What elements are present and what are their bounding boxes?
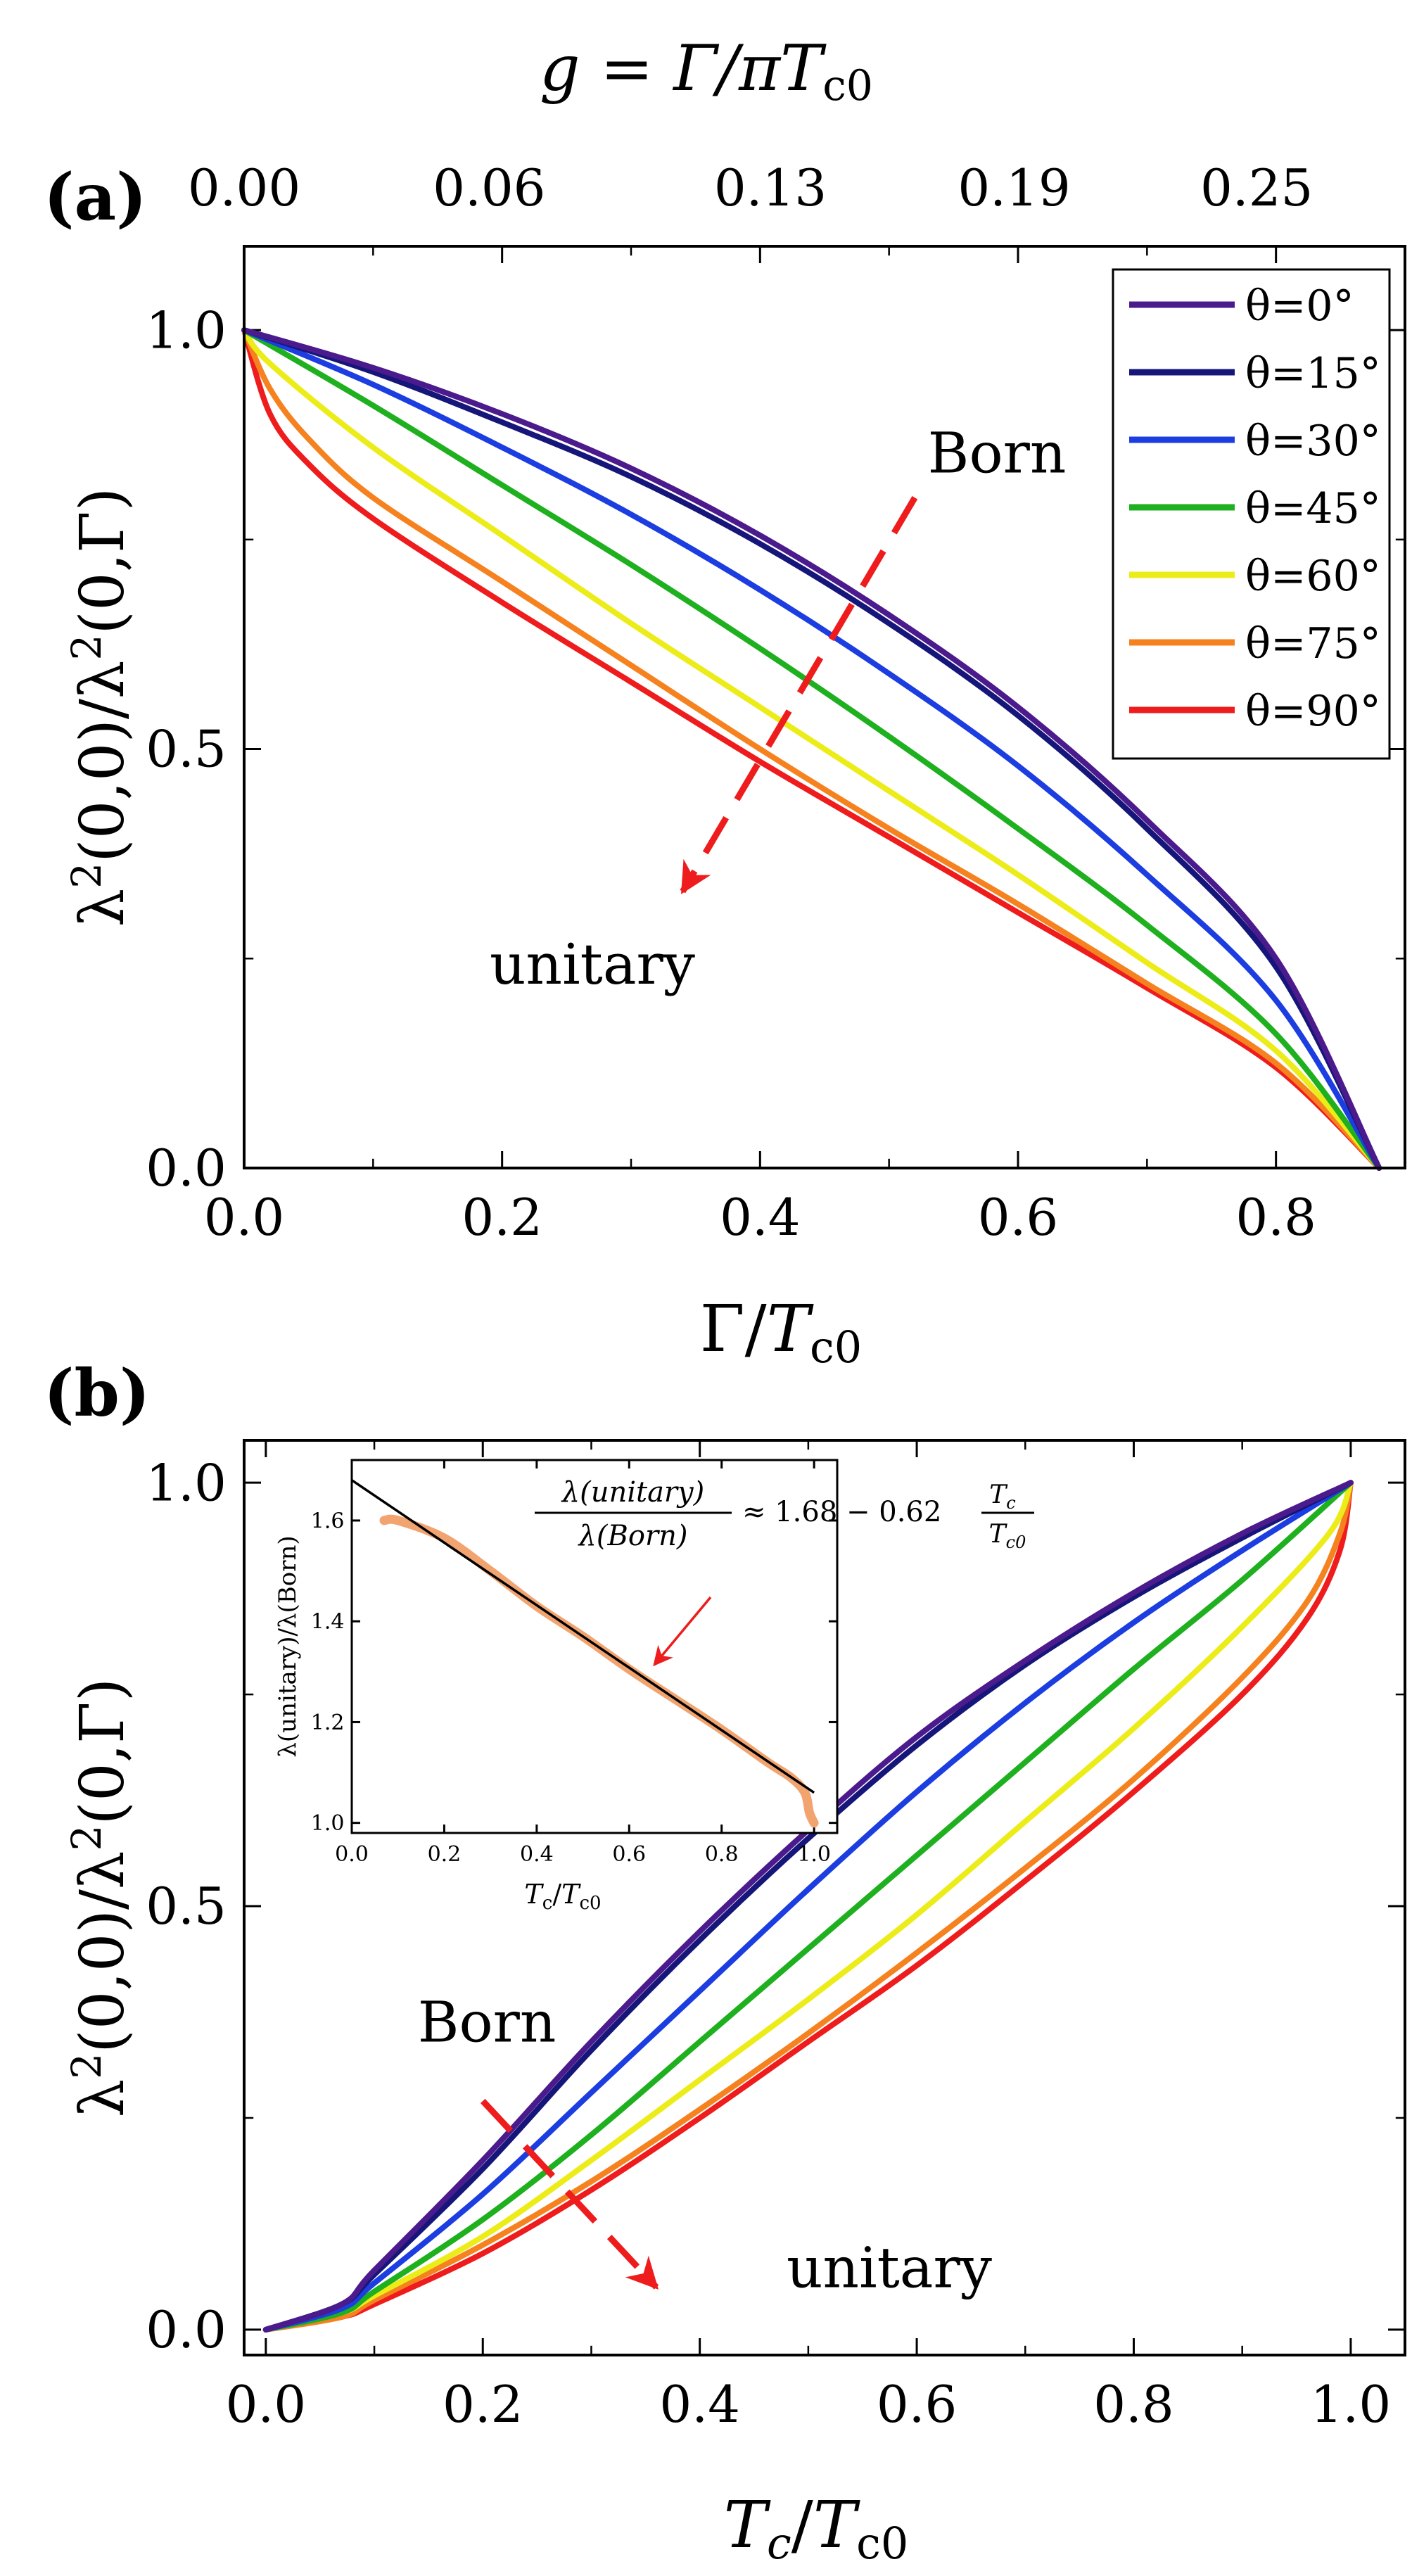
legend-label: θ=75°	[1245, 619, 1381, 668]
panel-b-series-line	[262, 1480, 1354, 2333]
panel-a-top-tick-label: 0.00	[188, 158, 300, 217]
panel-a-xtick-label: 0.6	[978, 1188, 1059, 1247]
legend-label: θ=60°	[1245, 552, 1381, 601]
inset-ytick-label: 1.2	[311, 1711, 345, 1735]
inset-xtick-label: 1.0	[797, 1842, 831, 1867]
panel-b-xtick-label: 0.8	[1093, 2375, 1174, 2434]
formula-denominator: λ(Born)	[578, 1520, 688, 1552]
panel-b-series-line	[262, 1480, 1354, 2333]
panel-b-xtick-label: 0.2	[443, 2375, 523, 2434]
panel-a-ticks: 0.0 0.2 0.4 0.6 0.8 0.0 0.5 1.0	[146, 246, 1406, 1247]
panel-b-plot-frame	[243, 1439, 1406, 2356]
panel-a-xtick-label: 0.4	[720, 1188, 801, 1247]
panel-a-xlabel: Γ/Tc0	[700, 1291, 862, 1373]
panel-b-xtick-label: 0.0	[226, 2375, 307, 2434]
inset-plot-frame	[350, 1459, 839, 1834]
panel-a-xtick-label: 0.0	[204, 1188, 285, 1247]
panel-b-chart: (b) 0.0 0.2 0.4 0.6 0.8 1.0 0.0 0.5 1.0 Born uni…	[44, 1355, 1406, 2569]
legend-frame	[1112, 268, 1391, 760]
panel-b-ytick-label: 0.5	[146, 1877, 227, 1936]
panel-a-series-line	[241, 327, 1382, 1171]
panel-a-series	[241, 327, 1382, 1171]
panel-a-ylabel: λ2(0,0)/λ2(0,Γ)	[63, 488, 138, 927]
formula-tc: Tc	[989, 1480, 1015, 1513]
panel-b-inset: 0.0 0.2 0.4 0.6 0.8 1.0 1.0 1.2 1.4 1.6 λ(unitary…	[274, 1459, 1034, 1914]
panel-b-ticks: 0.0 0.2 0.4 0.6 0.8 1.0 0.0 0.5 1.0	[146, 1440, 1405, 2434]
inset-series	[351, 1479, 819, 1828]
inset-xtick-label: 0.2	[428, 1842, 462, 1867]
panel-b-xtick-label: 1.0	[1311, 2375, 1392, 2434]
panel-a-series-line	[241, 327, 1382, 1171]
inset-ytick-label: 1.4	[311, 1610, 345, 1635]
panel-a-top-tick-label: 0.13	[714, 158, 827, 217]
panel-a-series-line	[241, 327, 1382, 1171]
panel-b-series	[262, 1480, 1354, 2333]
inset-xtick-label: 0.8	[705, 1842, 739, 1867]
panel-a-label: (a)	[44, 159, 147, 235]
panel-a-series-line	[241, 327, 1382, 1171]
inset-xtick-label: 0.0	[335, 1842, 369, 1867]
panel-b-xtick-label: 0.4	[659, 2375, 740, 2434]
legend-label: θ=30°	[1245, 417, 1381, 466]
inset-pointer-arrow	[653, 1596, 712, 1667]
panel-a-legend: θ=0° θ=15° θ=30° θ=45° θ=60° θ=75° θ=90°	[1112, 268, 1391, 760]
panel-b-ytick-label: 0.0	[146, 2300, 227, 2359]
panel-b-born-unitary-arrow	[480, 2098, 659, 2290]
panel-a-xtick-label: 0.2	[462, 1188, 542, 1247]
panel-a-top-ticks: 0.00 0.06 0.13 0.19 0.25	[188, 158, 1313, 217]
panel-b-series-line	[262, 1480, 1354, 2333]
panel-a-top-tick-label: 0.19	[958, 158, 1070, 217]
legend-label: θ=45°	[1245, 484, 1381, 533]
inset-fit-line	[351, 1479, 815, 1794]
panel-b-ylabel: λ2(0,0)/λ2(0,Γ)	[63, 1678, 138, 2118]
inset-ylabel: λ(unitary)/λ(Born)	[274, 1535, 302, 1757]
panel-b-label: (b)	[44, 1355, 150, 1431]
legend-label: θ=0°	[1245, 281, 1354, 331]
inset-xtick-label: 0.6	[612, 1842, 646, 1867]
panel-a-ytick-label: 0.0	[146, 1138, 227, 1198]
panel-b-ytick-label: 1.0	[146, 1453, 227, 1512]
panel-a-series-line	[241, 327, 1382, 1171]
panel-b-xtick-label: 0.6	[877, 2375, 958, 2434]
panel-a-top-tick-label: 0.06	[433, 158, 545, 217]
panel-b-series-line	[262, 1480, 1354, 2333]
panel-a-chart: (a) g = Γ/πTc0 0.00 0.06 0.13 0.19 0.25 0.0 0…	[44, 32, 1406, 1373]
formula-numerator: λ(unitary)	[561, 1476, 705, 1509]
inset-ticks: 0.0 0.2 0.4 0.6 0.8 1.0 1.0 1.2 1.4 1.6	[311, 1460, 837, 1867]
legend-label: θ=90°	[1245, 687, 1381, 736]
panel-b-born-annotation: Born	[418, 1990, 556, 2055]
panel-b-xlabel: Tc/Tc0	[724, 2487, 909, 2569]
panel-a-ytick-label: 1.0	[146, 300, 227, 360]
panel-a-plot-frame	[243, 245, 1406, 1169]
formula-approx: ≈ 1.68 − 0.62	[742, 1496, 941, 1528]
inset-ytick-label: 1.6	[311, 1509, 345, 1533]
panel-a-unitary-annotation: unitary	[490, 932, 695, 997]
inset-xtick-label: 0.4	[520, 1842, 554, 1867]
panel-a-top-tick-label: 0.25	[1200, 158, 1313, 217]
panel-b-series-line	[262, 1480, 1354, 2333]
panel-a-series-line	[241, 327, 1382, 1171]
panel-a-xtick-label: 0.8	[1235, 1188, 1316, 1247]
inset-ytick-label: 1.0	[311, 1811, 345, 1836]
panel-b-series-line	[262, 1480, 1354, 2333]
panel-a-top-axis-label: g = Γ/πTc0	[540, 32, 873, 110]
inset-formula: λ(unitary) λ(Born) ≈ 1.68 − 0.62 Tc Tc0	[535, 1476, 1034, 1552]
panel-b-series-line	[262, 1480, 1354, 2333]
panel-b-unitary-annotation: unitary	[787, 2235, 992, 2301]
panel-a-ytick-label: 0.5	[146, 720, 227, 779]
panel-a-born-annotation: Born	[928, 421, 1067, 486]
formula-tc0: Tc0	[989, 1520, 1026, 1552]
panel-a-series-line	[241, 327, 1382, 1171]
inset-xlabel: Tc/Tc0	[524, 1879, 601, 1914]
panel-a-born-unitary-arrow	[680, 495, 918, 894]
legend-label: θ=15°	[1245, 349, 1381, 398]
